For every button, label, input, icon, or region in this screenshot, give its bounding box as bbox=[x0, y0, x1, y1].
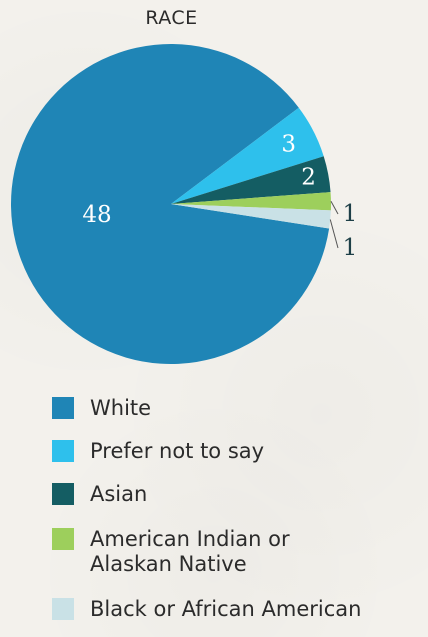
data-label-american-indian: 1 bbox=[343, 201, 358, 227]
legend-item-prefer-not-to-say: Prefer not to say bbox=[52, 439, 264, 464]
legend-label: Prefer not to say bbox=[90, 439, 265, 463]
data-label-asian: 2 bbox=[301, 165, 316, 191]
legend-swatch bbox=[52, 528, 74, 550]
slice-black bbox=[171, 204, 331, 229]
legend-item-american-indian: American Indian or Alaskan Native bbox=[52, 527, 290, 577]
pie-slices bbox=[11, 43, 331, 364]
pie-labels: 48 32 1 1 bbox=[82, 132, 357, 261]
data-label-white: 48 bbox=[82, 202, 111, 228]
slice-prefer-not-to-say bbox=[171, 107, 324, 204]
pie-chart: 48 32 1 1 bbox=[11, 43, 357, 364]
chart-title: RACE bbox=[145, 7, 198, 29]
legend-label: White bbox=[90, 396, 152, 420]
legend-label: Asian bbox=[90, 482, 148, 506]
legend-swatch bbox=[52, 440, 74, 462]
legend-item-black: Black or African American bbox=[52, 597, 361, 622]
legend-swatch bbox=[52, 397, 74, 419]
slice-american-indian bbox=[171, 192, 331, 211]
legend-label: Black or African American bbox=[90, 597, 362, 621]
data-label-black-leader-line bbox=[329, 219, 339, 249]
data-label-black: 1 bbox=[343, 235, 358, 261]
legend-item-white: White bbox=[52, 396, 151, 421]
slice-white bbox=[11, 43, 330, 364]
legend-swatch bbox=[52, 598, 74, 620]
data-label-american-indian-leader-line bbox=[330, 200, 339, 215]
legend-item-asian: Asian bbox=[52, 482, 147, 507]
legend-swatch bbox=[52, 483, 74, 505]
slice-asian bbox=[171, 156, 331, 204]
data-label-prefer-not-to-say: 3 bbox=[281, 132, 296, 158]
legend-label: American Indian or Alaskan Native bbox=[90, 527, 290, 576]
